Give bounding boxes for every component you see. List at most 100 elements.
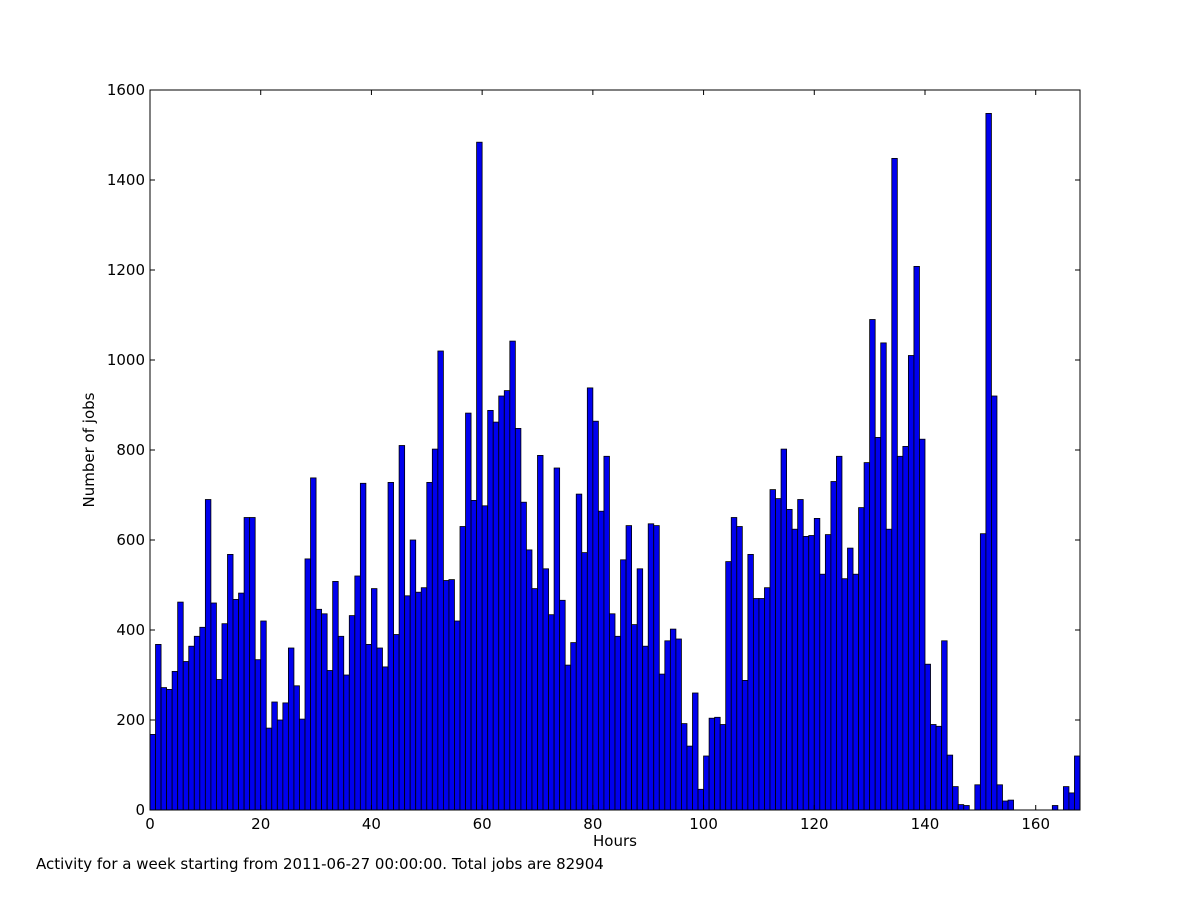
bar: [769, 489, 776, 811]
bar: [736, 526, 743, 811]
bar: [348, 615, 356, 811]
bar: [359, 482, 367, 811]
bar: [409, 539, 417, 811]
bar: [310, 477, 317, 811]
bar: [681, 723, 688, 811]
bar: [415, 591, 422, 811]
bar: [930, 724, 937, 811]
bar: [437, 350, 444, 811]
bar: [597, 510, 605, 811]
bar: [149, 734, 156, 811]
bar: [254, 659, 262, 811]
x-tick-label: 20: [251, 815, 270, 833]
x-axis-label: Hours: [593, 832, 637, 850]
bar: [653, 525, 660, 811]
bar: [669, 628, 677, 811]
bar: [885, 528, 893, 811]
bar: [686, 745, 693, 811]
bar: [221, 623, 228, 811]
bar: [509, 340, 516, 811]
bar: [1062, 786, 1070, 811]
bar: [752, 598, 760, 811]
bar: [459, 526, 466, 811]
bar: [786, 508, 793, 811]
x-tick-label: 140: [911, 815, 940, 833]
bar: [758, 598, 765, 811]
bar: [326, 670, 334, 811]
bar: [636, 568, 644, 811]
bar: [227, 554, 234, 811]
bar: [902, 445, 909, 811]
bar: [376, 647, 383, 811]
bar: [188, 645, 195, 811]
bar: [498, 395, 505, 811]
y-axis-label: Number of jobs: [80, 392, 98, 507]
bar: [952, 786, 959, 811]
x-tick-label: 100: [689, 815, 718, 833]
bar: [166, 689, 173, 811]
bar: [243, 517, 251, 811]
bar: [232, 599, 239, 811]
bar: [332, 581, 339, 811]
bar: [337, 635, 345, 811]
bar: [658, 673, 666, 811]
bar: [492, 421, 500, 811]
y-tick-label: 1200: [107, 261, 145, 279]
x-tick-label: 40: [362, 815, 381, 833]
bar: [791, 528, 799, 811]
bar: [487, 409, 494, 811]
bar: [697, 788, 704, 811]
chart-caption: Activity for a week starting from 2011-0…: [36, 855, 604, 873]
bar: [775, 498, 782, 811]
x-tick-label: 60: [473, 815, 492, 833]
bar: [465, 412, 472, 811]
bar: [503, 390, 511, 811]
bar: [719, 724, 727, 811]
bar: [813, 518, 821, 811]
bar: [802, 536, 810, 811]
x-tick-label: 120: [800, 815, 829, 833]
ticks-group: 0 20 40 60 80 100 120 140 1600200400600800100012…: [107, 81, 1080, 833]
bar: [382, 666, 389, 811]
bar: [647, 523, 655, 811]
y-tick-label: 800: [116, 441, 145, 459]
bar: [896, 455, 904, 811]
bar: [537, 454, 544, 811]
bar: [935, 725, 943, 811]
bar: [160, 687, 168, 811]
bar: [481, 505, 489, 811]
bar: [1007, 799, 1014, 811]
bar: [603, 455, 610, 811]
bar: [426, 481, 433, 811]
bar: [974, 784, 981, 811]
bar: [609, 613, 616, 811]
bar: [764, 587, 771, 811]
bar: [625, 525, 633, 811]
bar: [365, 644, 372, 811]
bar: [531, 588, 538, 811]
bar: [299, 718, 306, 811]
bar: [985, 113, 992, 811]
bar: [420, 587, 428, 811]
bar: [476, 141, 483, 811]
bar: [907, 355, 915, 811]
bar: [1051, 805, 1059, 811]
y-tick-label: 1000: [107, 351, 145, 369]
y-tick-label: 1400: [107, 171, 145, 189]
bar: [863, 462, 871, 811]
bar: [730, 517, 738, 811]
y-tick-label: 600: [116, 531, 145, 549]
bar: [614, 635, 621, 811]
bar: [841, 578, 848, 811]
bar: [387, 481, 394, 811]
bar: [963, 805, 970, 811]
bar: [780, 448, 788, 811]
bar: [393, 634, 400, 811]
bar: [819, 573, 826, 811]
bar: [575, 493, 583, 811]
bar: [847, 547, 854, 811]
y-tick-label: 1600: [107, 81, 145, 99]
bar: [880, 342, 887, 811]
bar: [564, 664, 572, 811]
